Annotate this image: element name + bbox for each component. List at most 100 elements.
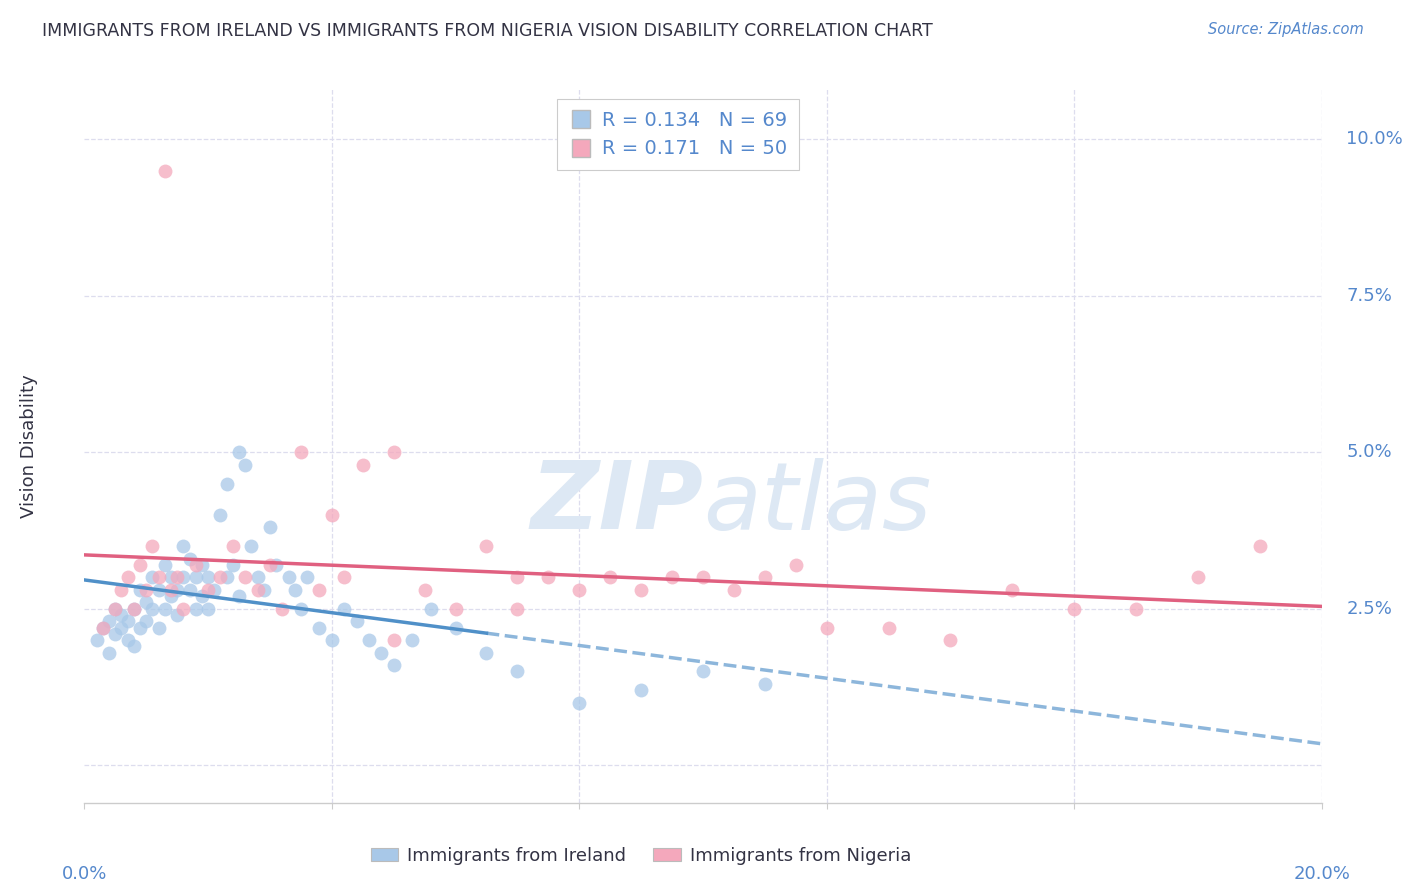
Point <box>209 508 232 522</box>
Point <box>135 614 157 628</box>
Point <box>240 539 263 553</box>
Point <box>290 601 312 615</box>
Point <box>295 570 318 584</box>
Point <box>122 601 145 615</box>
Text: atlas: atlas <box>703 458 931 549</box>
Point <box>153 601 176 615</box>
Point <box>98 646 121 660</box>
Point <box>506 601 529 615</box>
Point <box>444 621 467 635</box>
Point <box>117 633 139 648</box>
Text: 10.0%: 10.0% <box>1347 130 1403 148</box>
Point <box>222 539 245 553</box>
Point <box>723 582 745 597</box>
Text: 5.0%: 5.0% <box>1347 443 1392 461</box>
Point <box>153 163 176 178</box>
Legend: Immigrants from Ireland, Immigrants from Nigeria: Immigrants from Ireland, Immigrants from… <box>364 840 918 872</box>
Point <box>785 558 807 572</box>
Point <box>259 520 281 534</box>
Point <box>122 640 145 654</box>
Point <box>148 621 170 635</box>
Point <box>413 582 436 597</box>
Point <box>191 558 214 572</box>
Point <box>160 589 183 603</box>
Point <box>104 601 127 615</box>
Point <box>135 582 157 597</box>
Point <box>233 458 256 472</box>
Point <box>233 570 256 584</box>
Point <box>135 595 157 609</box>
Point <box>877 621 900 635</box>
Point <box>166 570 188 584</box>
Point <box>352 458 374 472</box>
Point <box>202 582 225 597</box>
Text: ZIP: ZIP <box>530 457 703 549</box>
Point <box>370 646 392 660</box>
Point <box>1249 539 1271 553</box>
Point <box>166 607 188 622</box>
Text: 7.5%: 7.5% <box>1347 286 1392 305</box>
Point <box>215 570 238 584</box>
Point <box>346 614 368 628</box>
Point <box>264 558 287 572</box>
Point <box>110 621 132 635</box>
Point <box>215 476 238 491</box>
Point <box>1001 582 1024 597</box>
Point <box>401 633 423 648</box>
Point <box>815 621 838 635</box>
Point <box>630 683 652 698</box>
Point <box>308 621 330 635</box>
Text: IMMIGRANTS FROM IRELAND VS IMMIGRANTS FROM NIGERIA VISION DISABILITY CORRELATION: IMMIGRANTS FROM IRELAND VS IMMIGRANTS FR… <box>42 22 934 40</box>
Point <box>91 621 114 635</box>
Point <box>153 558 176 572</box>
Point <box>98 614 121 628</box>
Point <box>166 582 188 597</box>
Point <box>160 570 183 584</box>
Point <box>172 570 194 584</box>
Point <box>197 601 219 615</box>
Text: 2.5%: 2.5% <box>1347 599 1392 618</box>
Point <box>475 646 498 660</box>
Point <box>444 601 467 615</box>
Point <box>246 582 269 597</box>
Point <box>419 601 441 615</box>
Point <box>277 570 299 584</box>
Point <box>197 582 219 597</box>
Point <box>184 570 207 584</box>
Point <box>141 601 163 615</box>
Point <box>382 445 405 459</box>
Point <box>537 570 560 584</box>
Point <box>179 582 201 597</box>
Point <box>129 558 152 572</box>
Point <box>599 570 621 584</box>
Text: 20.0%: 20.0% <box>1294 865 1350 883</box>
Point <box>129 621 152 635</box>
Point <box>197 570 219 584</box>
Point <box>253 582 276 597</box>
Point <box>259 558 281 572</box>
Point <box>661 570 683 584</box>
Point <box>692 570 714 584</box>
Point <box>246 570 269 584</box>
Point <box>191 589 214 603</box>
Point <box>333 601 356 615</box>
Point <box>228 589 250 603</box>
Point <box>382 658 405 673</box>
Point <box>122 601 145 615</box>
Point <box>222 558 245 572</box>
Point <box>141 539 163 553</box>
Point <box>506 570 529 584</box>
Point <box>271 601 294 615</box>
Point <box>172 601 194 615</box>
Point <box>475 539 498 553</box>
Text: Vision Disability: Vision Disability <box>20 374 38 518</box>
Point <box>228 445 250 459</box>
Text: 0.0%: 0.0% <box>62 865 107 883</box>
Point <box>179 551 201 566</box>
Point <box>110 582 132 597</box>
Point <box>129 582 152 597</box>
Point <box>506 665 529 679</box>
Point <box>209 570 232 584</box>
Point <box>117 570 139 584</box>
Point <box>117 614 139 628</box>
